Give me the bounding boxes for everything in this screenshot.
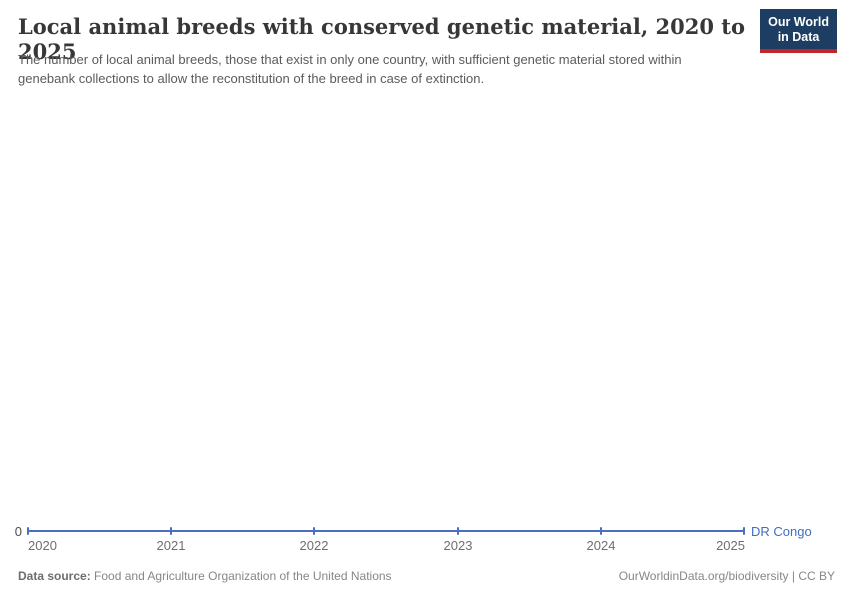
x-tick-label-2020: 2020 [28,538,57,553]
data-source-label: Data source: [18,569,91,583]
owid-logo-line2: in Data [777,30,820,44]
data-point-2025 [743,527,745,535]
chart-footer: Data source: Food and Agriculture Organi… [18,569,835,583]
x-tick-label-2022: 2022 [299,538,329,553]
attribution-link[interactable]: OurWorldinData.org/biodiversity | CC BY [618,569,835,583]
x-tick-label-2021: 2021 [156,538,186,553]
data-point-2023 [457,527,459,535]
owid-logo-line1: Our World [768,15,829,29]
plot-area [0,100,850,560]
chart-title: Local animal breeds with conserved genet… [18,14,745,64]
data-point-2024 [600,527,602,535]
x-tick-label-2023: 2023 [443,538,473,553]
series-label-dr-congo[interactable]: DR Congo [751,524,812,539]
data-point-2022 [313,527,315,535]
data-point-2021 [170,527,172,535]
data-source: Data source: Food and Agriculture Organi… [18,569,392,583]
data-source-value: Food and Agriculture Organization of the… [90,569,392,583]
y-axis-zero-label: 0 [14,524,22,539]
data-point-2020 [27,527,29,535]
x-tick-label-2024: 2024 [586,538,616,553]
chart-subtitle: The number of local animal breeds, those… [18,52,682,86]
series-line-dr-congo [28,530,744,532]
x-tick-label-2025: 2025 [716,538,745,553]
owid-logo[interactable]: Our World in Data [760,9,837,53]
